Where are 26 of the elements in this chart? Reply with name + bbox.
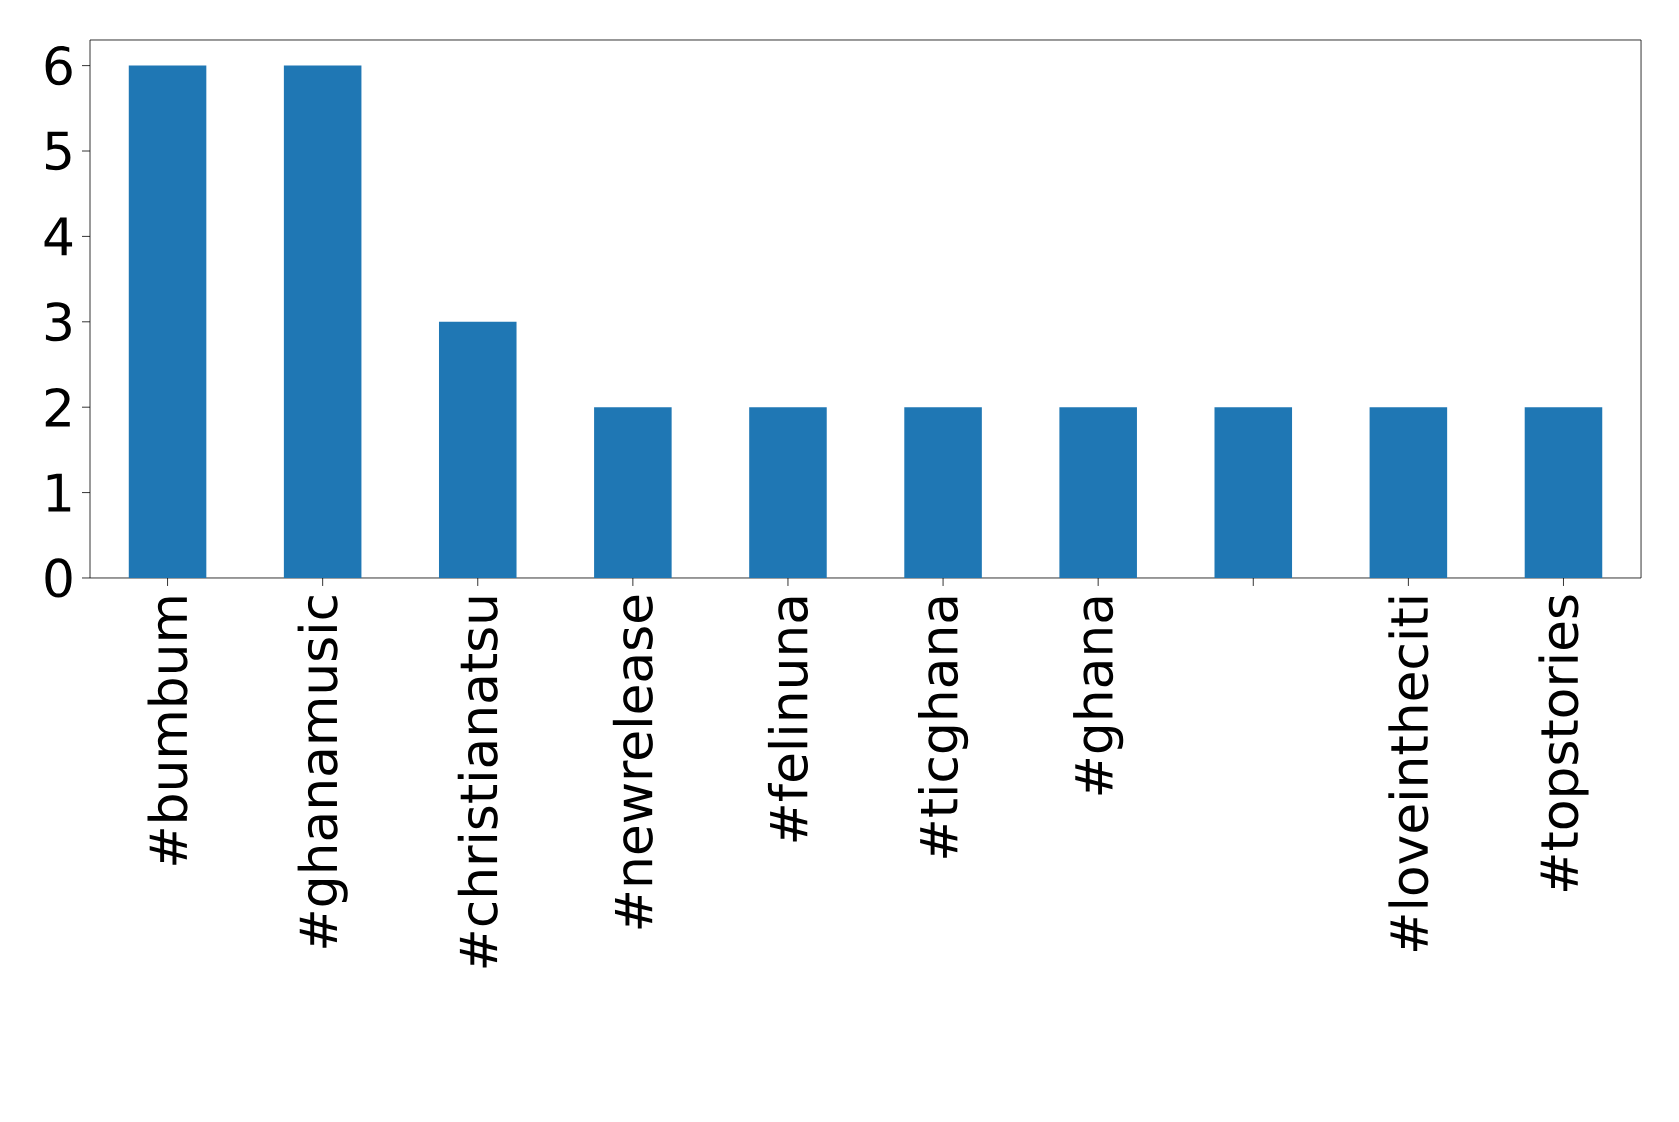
y-tick-label: 2 — [45, 387, 70, 427]
y-tick-label: 3 — [45, 302, 71, 342]
bar — [1214, 407, 1293, 578]
bar — [1369, 407, 1448, 578]
x-tick-label: #ghanamusic — [297, 596, 348, 948]
bar — [1524, 407, 1603, 578]
x-tick-label: #loveintheciti — [1388, 597, 1429, 951]
x-tick-label: #ticghana — [917, 597, 969, 858]
y-tick-label: 4 — [44, 217, 73, 256]
x-tick-label: #ghana — [1073, 597, 1124, 795]
x-tick-label: #newrelease — [612, 595, 653, 929]
x-tick-label: #bumbum — [147, 597, 188, 865]
y-tick-label: 6 — [45, 46, 72, 86]
bar — [283, 65, 362, 578]
bar — [594, 407, 672, 578]
x-tick-label: #felinuna — [767, 597, 808, 842]
bar — [749, 407, 827, 578]
bar — [1059, 407, 1137, 578]
bar — [904, 407, 982, 578]
y-tick-label: 1 — [47, 473, 71, 512]
y-tick-label: 5 — [46, 131, 71, 171]
x-tick-label: #christianatsu — [457, 597, 498, 968]
bar — [438, 321, 517, 578]
bar — [128, 65, 207, 578]
x-tick-label: #topstories — [1538, 595, 1589, 891]
y-tick-label: 0 — [45, 558, 72, 598]
